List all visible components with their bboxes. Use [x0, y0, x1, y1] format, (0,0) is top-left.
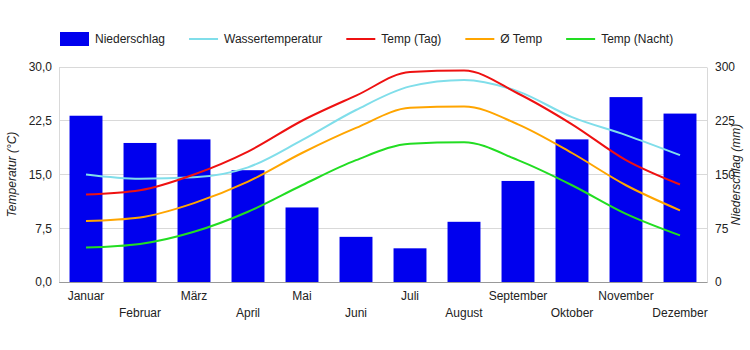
tick-label: 0 [715, 275, 722, 289]
tick: Februar [119, 282, 161, 320]
tick: September [489, 282, 548, 303]
tick: 22,5 [29, 114, 59, 128]
plot-area [70, 71, 697, 282]
bar [610, 97, 643, 282]
tick-label: Juli [401, 289, 419, 303]
legend-label: Niederschlag [95, 32, 165, 46]
tick-label: 75 [715, 222, 729, 236]
y2-axis-title: Niederschlag (mm) [729, 124, 743, 225]
y-axis-title: Temperatur (°C) [5, 132, 19, 218]
tick-label: April [236, 306, 260, 320]
tick-label: Februar [119, 306, 161, 320]
tick: Juni [345, 282, 367, 320]
tick-label: 7,5 [35, 222, 52, 236]
tick-label: Juni [345, 306, 367, 320]
tick-label: 300 [715, 60, 735, 74]
tick: 300 [707, 60, 735, 74]
tick-label: März [181, 289, 208, 303]
tick: 0 [707, 275, 722, 289]
bar [340, 237, 373, 282]
legend-swatch [566, 38, 595, 40]
legend: Niederschlag Wassertemperatur Temp (Tag) Ø … [60, 32, 673, 46]
tick-label: 22,5 [29, 114, 53, 128]
legend-item: Temp (Tag) [346, 32, 441, 46]
tick-label: 15,0 [29, 168, 53, 182]
bar-series [70, 97, 697, 282]
chart: 0,07,515,022,530,0075150225300JanuarFebr… [0, 0, 750, 350]
tick-label: 0,0 [35, 275, 52, 289]
legend-swatch [189, 38, 218, 40]
bar [502, 181, 535, 282]
tick-label: Dezember [652, 306, 707, 320]
legend-swatch [346, 38, 375, 40]
tick-label: Januar [68, 289, 105, 303]
line [86, 142, 680, 247]
bar [124, 143, 157, 282]
tick: August [445, 282, 483, 320]
grid-line [59, 67, 707, 68]
tick: 15,0 [29, 168, 59, 182]
tick-label: Mai [292, 289, 311, 303]
tick: Oktober [551, 282, 594, 320]
tick-label: 30,0 [29, 60, 53, 74]
grid [59, 67, 707, 282]
tick-label: September [489, 289, 548, 303]
tick: 75 [707, 222, 729, 236]
tick: Mai [292, 282, 311, 303]
legend-label: Temp (Nacht) [601, 32, 673, 46]
y-axis: 0,0 7,5 15,0 22,5 30,0 [29, 60, 60, 289]
bar [394, 248, 427, 282]
tick: Januar [68, 282, 105, 303]
bar [448, 222, 481, 282]
legend-swatch [60, 32, 89, 46]
legend-item: Ø Temp [465, 32, 542, 46]
bar [286, 207, 319, 282]
legend-swatch [465, 38, 494, 40]
bar [178, 139, 211, 282]
tick-label: Oktober [551, 306, 594, 320]
x-axis: Januar Februar März April Mai Juni Juli August S… [60, 282, 708, 320]
tick-label: November [598, 289, 653, 303]
legend-label: Temp (Tag) [381, 32, 441, 46]
axis-line [59, 68, 60, 283]
tick: März [181, 282, 208, 303]
tick: April [236, 282, 260, 320]
tick-label: August [445, 306, 483, 320]
legend-label: Ø Temp [500, 32, 542, 46]
legend-item: Wassertemperatur [189, 32, 322, 46]
tick: 30,0 [29, 60, 59, 74]
legend-item: Niederschlag [60, 32, 165, 46]
bar [70, 116, 103, 282]
line [86, 71, 680, 195]
tick: Juli [401, 282, 419, 303]
bar [664, 114, 697, 282]
tick: 7,5 [35, 222, 59, 236]
legend-item: Temp (Nacht) [566, 32, 673, 46]
tick: Dezember [652, 282, 707, 320]
tick: 0,0 [35, 275, 59, 289]
axis-line [707, 68, 708, 283]
tick: November [598, 282, 653, 303]
line [86, 106, 680, 221]
legend-label: Wassertemperatur [224, 32, 322, 46]
axis-line [60, 282, 708, 283]
